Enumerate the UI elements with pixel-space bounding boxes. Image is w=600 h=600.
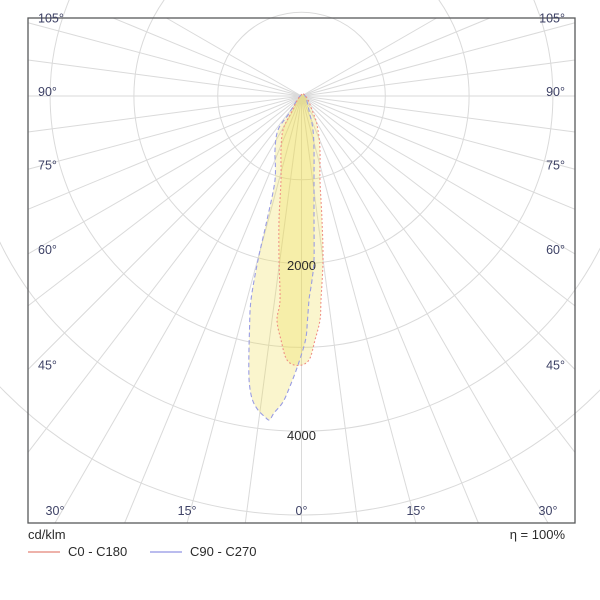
svg-text:30°: 30° <box>539 504 558 518</box>
svg-text:75°: 75° <box>546 158 565 172</box>
svg-text:90°: 90° <box>38 85 57 99</box>
svg-text:C0 - C180: C0 - C180 <box>68 544 127 559</box>
svg-text:2000: 2000 <box>287 258 316 273</box>
svg-text:60°: 60° <box>38 243 57 257</box>
svg-text:30°: 30° <box>46 504 65 518</box>
svg-text:cd/klm: cd/klm <box>28 527 66 542</box>
svg-text:90°: 90° <box>546 85 565 99</box>
svg-text:105°: 105° <box>539 12 565 26</box>
svg-text:60°: 60° <box>546 243 565 257</box>
svg-text:η = 100%: η = 100% <box>510 527 566 542</box>
svg-text:C90 - C270: C90 - C270 <box>190 544 256 559</box>
svg-text:45°: 45° <box>546 359 565 373</box>
svg-text:0°: 0° <box>296 504 308 518</box>
svg-text:45°: 45° <box>38 359 57 373</box>
svg-text:75°: 75° <box>38 158 57 172</box>
svg-text:105°: 105° <box>38 12 64 26</box>
svg-text:15°: 15° <box>406 504 425 518</box>
svg-text:15°: 15° <box>178 504 197 518</box>
svg-text:4000: 4000 <box>287 428 316 443</box>
